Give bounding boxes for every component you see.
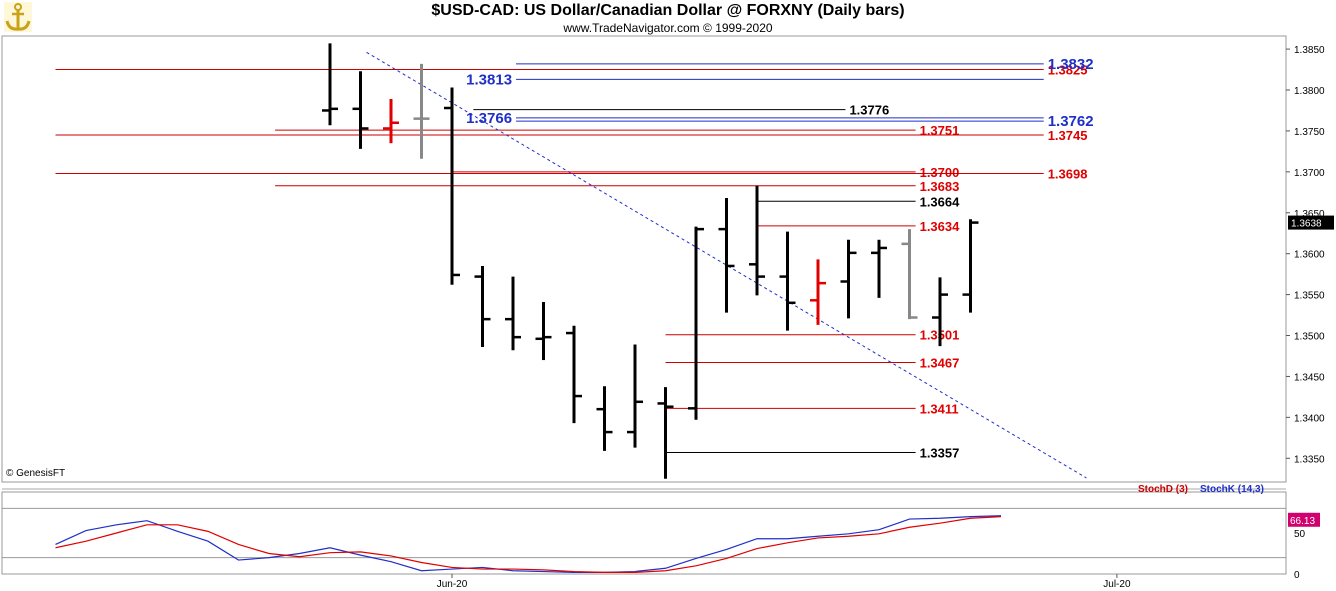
level-label: 1.3762 [1048, 113, 1094, 130]
y-tick-label: 1.3750 [1294, 127, 1325, 138]
chart-title: $USD-CAD: US Dollar/Canadian Dollar @ FO… [431, 2, 905, 19]
y-tick-label: 1.3500 [1294, 332, 1325, 343]
ohlc-bar [383, 99, 399, 144]
level-label: 1.3825 [1048, 63, 1088, 78]
ohlc-bar [749, 185, 765, 296]
stoch-value-label: 66.13 [1290, 516, 1315, 527]
level-label: 1.3683 [920, 179, 960, 194]
plot-frames [1, 35, 1287, 575]
stoch-tick-label: 0 [1294, 570, 1300, 581]
stoch-guides [2, 507, 1286, 559]
ohlc-bar [505, 276, 521, 351]
ohlc-bar [840, 239, 857, 319]
y-tick-label: 1.3550 [1294, 291, 1325, 302]
ohlc-bar [932, 277, 948, 347]
ohlc-bar [871, 239, 887, 298]
ohlc-bar [810, 259, 826, 325]
legend-stoch-k: StochK (14,3) [1200, 484, 1264, 495]
ohlc-bar [657, 387, 674, 479]
level-label: 1.3832 [1048, 56, 1094, 73]
chart-subtitle: www.TradeNavigator.com © 1999-2020 [563, 21, 773, 35]
ohlc-bar [779, 231, 796, 331]
ohlc-bars [322, 43, 979, 479]
ohlc-bar [718, 198, 735, 313]
y-tick-label: 1.3350 [1294, 454, 1325, 465]
ohlc-bar [444, 87, 460, 285]
ohlc-bar [474, 265, 491, 347]
last-price-badge [1288, 215, 1334, 230]
y-tick-label: 1.3650 [1294, 209, 1325, 220]
level-label: 1.3766 [466, 110, 512, 127]
x-tick-label: Jul-20 [1103, 579, 1131, 590]
stoch-tick-label: 50 [1294, 529, 1306, 540]
stoch-series-line [55, 515, 1002, 573]
last-price-label: 1.3638 [1291, 219, 1322, 230]
legend-stoch-d: StochD (3) [1138, 484, 1188, 495]
trendline-dashed [366, 51, 1087, 479]
trendline [366, 51, 1087, 479]
copyright-label: © GenesisFT [6, 468, 66, 479]
ohlc-bar [962, 219, 979, 313]
x-tick-label: Jun-20 [437, 579, 468, 590]
level-label: 1.3700 [920, 165, 960, 180]
y-tick-label: 1.3450 [1294, 372, 1325, 383]
level-label: 1.3745 [1048, 128, 1088, 143]
ohlc-bar [322, 43, 338, 126]
ohlc-bar [627, 344, 643, 448]
ohlc-bar [688, 226, 704, 420]
y-tick-label: 1.3700 [1294, 168, 1325, 179]
ohlc-bar [566, 325, 582, 424]
ohlc-bar [352, 71, 369, 149]
y-tick-label: 1.3600 [1294, 250, 1325, 261]
anchor-logo-icon [4, 2, 32, 32]
ohlc-bar [901, 229, 918, 320]
level-label: 1.3813 [466, 71, 512, 88]
stochastic-panel: StochD (3) StochK (14,3) 0 50 66.13 [55, 484, 1320, 581]
price-axis: 1.3350 1.3400 1.3450 1.3500 1.3550 1.3600 1.36… [1286, 45, 1334, 465]
y-tick-label: 1.3400 [1294, 413, 1325, 424]
stoch-series-line [55, 516, 1002, 573]
y-tick-label: 1.3800 [1294, 86, 1325, 97]
ohlc-bar [535, 301, 552, 361]
ohlc-bar [413, 63, 430, 159]
level-label: 1.3411 [920, 401, 959, 416]
stoch-value-badge [1288, 512, 1320, 527]
level-label: 1.3664 [920, 194, 961, 209]
level-label: 1.3776 [849, 103, 889, 118]
level-label: 1.3634 [920, 219, 961, 234]
level-label: 1.3467 [920, 356, 960, 371]
level-label: 1.3698 [1048, 166, 1088, 181]
level-label: 1.3357 [920, 446, 960, 461]
ohlc-bar [596, 386, 613, 451]
y-tick-label: 1.3850 [1294, 45, 1325, 56]
date-axis: Jun-20 Jul-20 [437, 574, 1131, 590]
level-label: 1.3751 [920, 123, 960, 138]
